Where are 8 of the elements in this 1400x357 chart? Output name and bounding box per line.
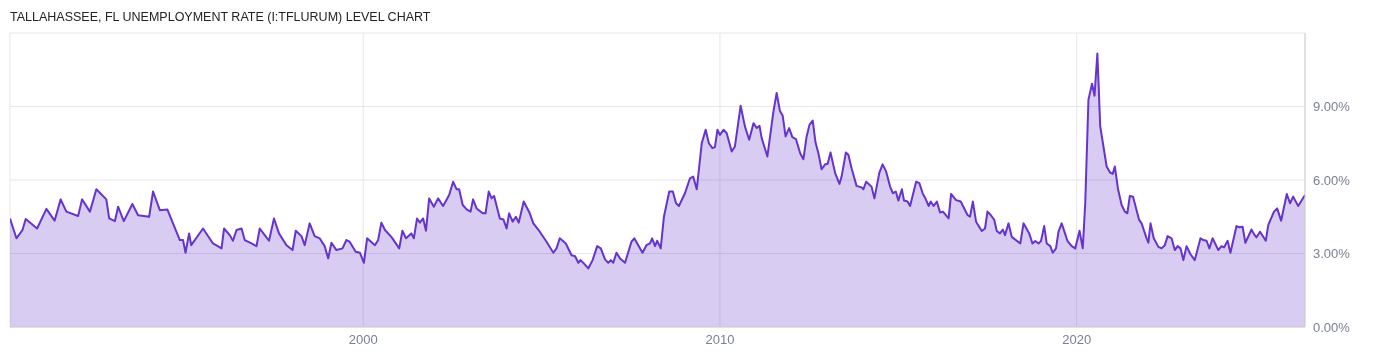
x-tick-label: 2000 — [348, 332, 378, 348]
y-tick-label: 0.00% — [1313, 319, 1351, 335]
y-tick-label: 9.00% — [1313, 99, 1351, 115]
x-tick-label: 2010 — [705, 332, 735, 348]
x-tick-label: 2020 — [1062, 332, 1092, 348]
y-tick-label: 6.00% — [1313, 172, 1351, 188]
chart-title: TALLAHASSEE, FL UNEMPLOYMENT RATE (I:TFLURUM) LEVEL CHART — [9, 9, 432, 26]
y-tick-label: 3.00% — [1313, 246, 1351, 262]
